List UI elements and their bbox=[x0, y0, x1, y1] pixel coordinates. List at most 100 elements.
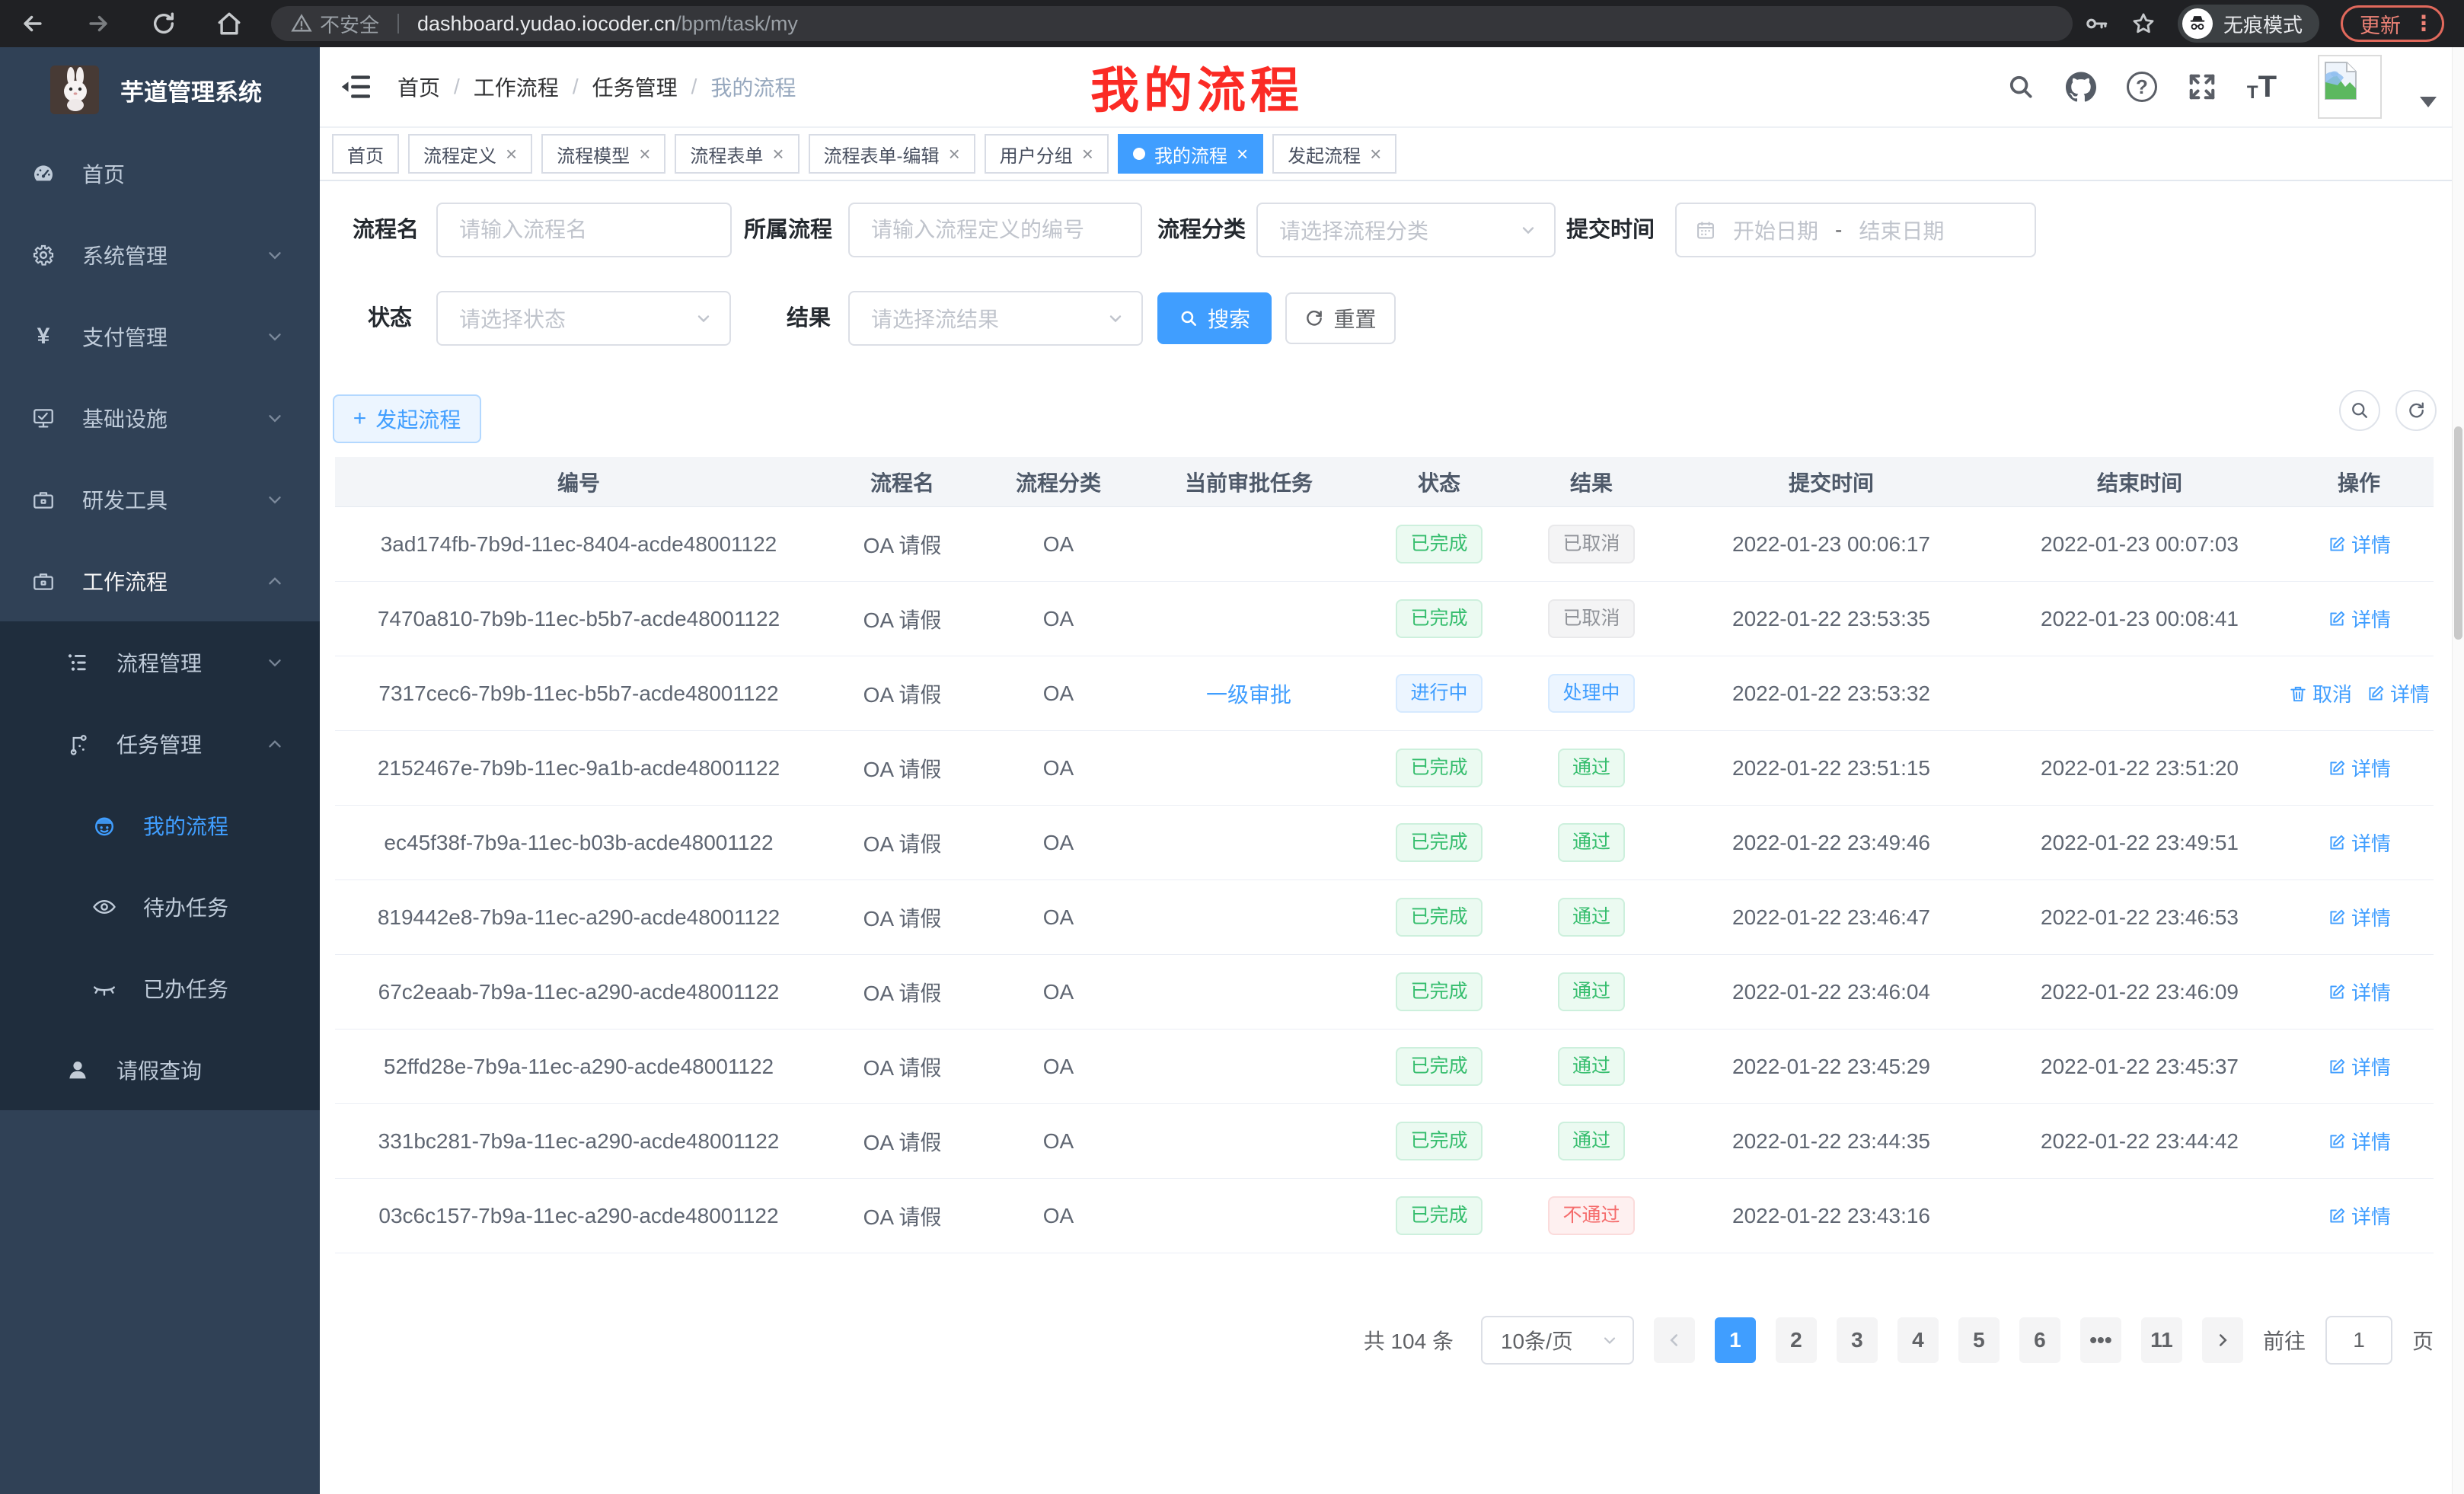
pagination-page-2[interactable]: 2 bbox=[1775, 1317, 1817, 1363]
page-scrollbar[interactable] bbox=[2452, 47, 2464, 1494]
detail-action-link[interactable]: 详情 bbox=[2327, 1052, 2391, 1081]
search-button[interactable]: 搜索 bbox=[1157, 292, 1272, 344]
sidebar-item-6[interactable]: 流程管理 bbox=[0, 621, 320, 703]
page-size-select[interactable]: 10条/页 bbox=[1480, 1316, 1634, 1365]
pagination-prev-icon[interactable] bbox=[1653, 1317, 1695, 1363]
process-name-input[interactable] bbox=[436, 203, 732, 257]
column-header-6: 提交时间 bbox=[1788, 471, 1874, 495]
detail-action-link[interactable]: 详情 bbox=[2327, 1127, 2391, 1155]
detail-action-link[interactable]: 详情 bbox=[2327, 978, 2391, 1006]
avatar-caret-icon[interactable] bbox=[2420, 97, 2437, 107]
tab-0[interactable]: 首页 bbox=[332, 134, 399, 174]
sidebar-fold-icon[interactable] bbox=[330, 63, 381, 110]
sidebar-item-7[interactable]: 任务管理 bbox=[0, 703, 320, 784]
pagination-page-5[interactable]: 5 bbox=[1958, 1317, 2000, 1363]
sidebar-item-0[interactable]: 首页 bbox=[0, 132, 320, 214]
reset-button[interactable]: 重置 bbox=[1285, 292, 1396, 344]
tab-5[interactable]: 用户分组 × bbox=[984, 134, 1109, 174]
address-bar[interactable]: 不安全 dashboard.yudao.iocoder.cn/bpm/task/… bbox=[271, 6, 2073, 41]
column-header-7: 结束时间 bbox=[2096, 471, 2182, 495]
update-button[interactable]: 更新 ⋮ bbox=[2341, 5, 2444, 42]
tab-close-icon[interactable]: × bbox=[1081, 142, 1093, 165]
tab-close-icon[interactable]: × bbox=[639, 142, 651, 165]
cell-id: 331bc281-7b9a-11ec-a290-acde48001122 bbox=[378, 1128, 780, 1153]
pagination-page-4[interactable]: 4 bbox=[1897, 1317, 1939, 1363]
detail-action-link[interactable]: 详情 bbox=[2327, 828, 2391, 857]
result-select[interactable]: 请选择流结果 bbox=[848, 291, 1143, 346]
current-task-link[interactable]: 一级审批 bbox=[1205, 682, 1291, 707]
detail-action-link[interactable]: 详情 bbox=[2327, 605, 2391, 633]
status-select[interactable]: 请选择状态 bbox=[436, 291, 731, 346]
detail-action-link[interactable]: 详情 bbox=[2366, 679, 2430, 707]
sidebar-item-8[interactable]: 我的流程 bbox=[0, 784, 320, 866]
breadcrumb-item-1[interactable]: 工作流程 bbox=[473, 76, 559, 100]
filter-status-label: 状态 bbox=[368, 306, 413, 330]
cell-status: 已完成 bbox=[1363, 972, 1515, 1011]
tab-1[interactable]: 流程定义 × bbox=[408, 134, 533, 174]
tab-close-icon[interactable]: × bbox=[772, 142, 784, 165]
tab-4[interactable]: 流程表单-编辑 × bbox=[808, 134, 975, 174]
sidebar-item-4[interactable]: 研发工具 bbox=[0, 458, 320, 540]
pagination-ellipsis[interactable]: ••• bbox=[2079, 1317, 2121, 1363]
process-definition-input[interactable] bbox=[848, 203, 1142, 257]
app-logo-row[interactable]: 芋道管理系统 bbox=[0, 47, 320, 132]
table-row: 819442e8-7b9a-11ec-a290-acde48001122 OA 请… bbox=[335, 880, 2434, 955]
chevron-down-icon bbox=[1106, 309, 1125, 327]
key-icon[interactable] bbox=[2083, 11, 2109, 37]
detail-action-link[interactable]: 详情 bbox=[2327, 754, 2391, 782]
github-icon[interactable] bbox=[2065, 72, 2096, 102]
sidebar-item-1[interactable]: 系统管理 bbox=[0, 214, 320, 295]
tab-close-icon[interactable]: × bbox=[1236, 142, 1249, 165]
cell-submit-time: 2022-01-22 23:53:32 bbox=[1732, 681, 1930, 705]
sidebar-item-9[interactable]: 待办任务 bbox=[0, 866, 320, 947]
breadcrumb-item-2[interactable]: 任务管理 bbox=[592, 76, 678, 100]
delete-icon bbox=[2288, 684, 2308, 704]
tab-2[interactable]: 流程模型 × bbox=[541, 134, 666, 174]
tab-close-icon[interactable]: × bbox=[506, 142, 518, 165]
tab-close-icon[interactable]: × bbox=[1370, 142, 1382, 165]
cell-actions: 详情 bbox=[2284, 1052, 2434, 1081]
pagination-goto-input[interactable] bbox=[2325, 1316, 2392, 1365]
category-select[interactable]: 请选择流程分类 bbox=[1256, 203, 1556, 257]
sidebar-item-2[interactable]: ¥ 支付管理 bbox=[0, 295, 320, 377]
pagination-next-icon[interactable] bbox=[2201, 1317, 2243, 1363]
detail-action-link[interactable]: 详情 bbox=[2327, 903, 2391, 931]
eye-closed-icon bbox=[91, 975, 117, 1001]
breadcrumb-item-0[interactable]: 首页 bbox=[397, 76, 441, 100]
sidebar-item-label: 研发工具 bbox=[82, 488, 168, 512]
pagination-page-3[interactable]: 3 bbox=[1836, 1317, 1878, 1363]
filter-submit-time-label: 提交时间 bbox=[1566, 218, 1655, 242]
bookmark-star-icon[interactable] bbox=[2130, 11, 2156, 37]
browser-home-icon[interactable] bbox=[216, 11, 242, 37]
sidebar-item-5[interactable]: 工作流程 bbox=[0, 540, 320, 621]
date-range-picker[interactable]: 开始日期 - 结束日期 bbox=[1675, 203, 2036, 257]
sidebar-item-10[interactable]: 已办任务 bbox=[0, 947, 320, 1029]
avatar[interactable] bbox=[2318, 55, 2382, 119]
fullscreen-icon[interactable] bbox=[2188, 72, 2217, 101]
sidebar-item-3[interactable]: 基础设施 bbox=[0, 377, 320, 458]
pagination-page-6[interactable]: 6 bbox=[2019, 1317, 2060, 1363]
scrollbar-thumb[interactable] bbox=[2454, 426, 2462, 640]
tab-6[interactable]: 我的流程 × bbox=[1117, 134, 1264, 174]
pagination-page-1[interactable]: 1 bbox=[1714, 1317, 1756, 1363]
pagination-page-11[interactable]: 11 bbox=[2140, 1317, 2182, 1363]
toolbar-refresh-icon[interactable] bbox=[2395, 390, 2437, 431]
table-row: 7317cec6-7b9b-11ec-b5b7-acde48001122 OA 请… bbox=[335, 656, 2434, 731]
toolbar-search-icon[interactable] bbox=[2339, 390, 2380, 431]
browser-menu-icon[interactable]: ⋮ bbox=[2413, 11, 2434, 35]
tab-close-icon[interactable]: × bbox=[948, 142, 960, 165]
detail-action-link[interactable]: 详情 bbox=[2327, 530, 2391, 558]
create-process-button[interactable]: + 发起流程 bbox=[333, 394, 481, 443]
browser-reload-icon[interactable] bbox=[151, 11, 177, 37]
browser-back-icon[interactable] bbox=[20, 11, 46, 37]
sidebar-item-11[interactable]: 请假查询 bbox=[0, 1029, 320, 1110]
help-icon[interactable]: ? bbox=[2126, 72, 2157, 102]
search-icon[interactable] bbox=[2006, 72, 2035, 101]
page-size-value: 10条/页 bbox=[1500, 1330, 1573, 1353]
browser-forward-icon[interactable] bbox=[85, 11, 111, 37]
cancel-action-link[interactable]: 取消 bbox=[2288, 679, 2352, 707]
detail-action-link[interactable]: 详情 bbox=[2327, 1202, 2391, 1230]
tab-7[interactable]: 发起流程 × bbox=[1272, 134, 1397, 174]
tab-3[interactable]: 流程表单 × bbox=[675, 134, 800, 174]
